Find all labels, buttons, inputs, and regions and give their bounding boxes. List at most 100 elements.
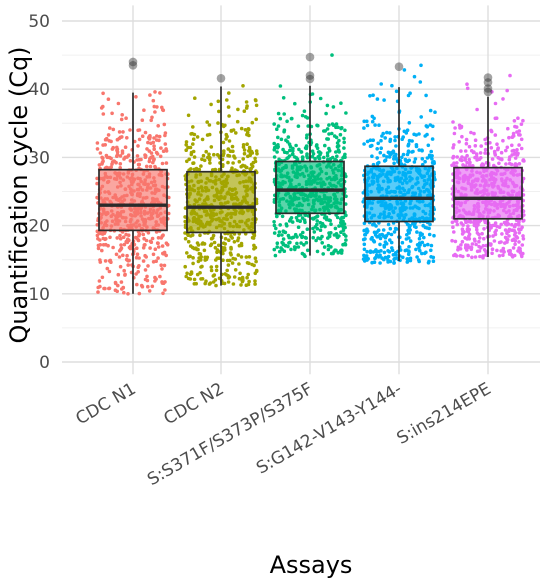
jitter-point bbox=[362, 228, 367, 233]
jitter-point bbox=[429, 243, 434, 248]
jitter-point bbox=[453, 126, 457, 130]
jitter-point bbox=[192, 167, 197, 172]
jitter-point bbox=[109, 260, 113, 265]
jitter-point bbox=[451, 225, 455, 229]
jitter-point bbox=[213, 245, 218, 250]
jitter-point bbox=[322, 129, 326, 133]
jitter-point bbox=[326, 243, 331, 248]
jitter-point bbox=[362, 253, 366, 258]
jitter-point bbox=[403, 248, 408, 253]
jitter-point bbox=[183, 219, 187, 224]
jitter-point bbox=[511, 246, 516, 250]
jitter-point bbox=[365, 139, 370, 144]
jitter-point bbox=[202, 242, 207, 246]
jitter-point bbox=[327, 132, 331, 136]
jitter-point bbox=[512, 253, 517, 258]
jitter-point bbox=[143, 130, 148, 135]
jitter-point bbox=[160, 244, 165, 248]
jitter-point bbox=[334, 150, 338, 154]
jitter-point bbox=[335, 215, 340, 220]
jitter-point bbox=[361, 237, 366, 242]
jitter-point bbox=[336, 148, 341, 152]
jitter-point bbox=[160, 108, 165, 112]
jitter-point bbox=[191, 137, 196, 141]
jitter-point bbox=[296, 124, 301, 128]
box bbox=[98, 168, 168, 232]
jitter-point bbox=[136, 128, 140, 133]
jitter-point bbox=[187, 157, 191, 162]
jitter-point bbox=[376, 141, 381, 146]
jitter-point bbox=[245, 261, 250, 265]
jitter-point bbox=[327, 233, 332, 238]
jitter-point bbox=[371, 222, 376, 227]
jitter-point bbox=[501, 253, 505, 257]
y-tick-label: 10 bbox=[28, 285, 50, 305]
jitter-point bbox=[322, 245, 327, 249]
jitter-point bbox=[482, 236, 486, 241]
outlier-point bbox=[483, 87, 493, 97]
jitter-point bbox=[115, 145, 119, 150]
jitter-point bbox=[375, 147, 380, 151]
jitter-point bbox=[419, 63, 423, 68]
jitter-point bbox=[507, 234, 511, 238]
jitter-point bbox=[386, 254, 391, 259]
jitter-point bbox=[422, 243, 427, 248]
jitter-point bbox=[510, 135, 515, 139]
jitter-point bbox=[186, 113, 191, 118]
jitter-point bbox=[226, 274, 230, 278]
jitter-point bbox=[226, 105, 231, 109]
jitter-point bbox=[521, 237, 526, 241]
jitter-point bbox=[152, 144, 156, 148]
jitter-point bbox=[189, 270, 194, 274]
jitter-point bbox=[378, 236, 383, 241]
jitter-point bbox=[504, 162, 508, 166]
jitter-point bbox=[417, 236, 422, 241]
jitter-point bbox=[227, 154, 232, 158]
jitter-point bbox=[336, 250, 341, 255]
jitter-point bbox=[146, 264, 150, 268]
jitter-point bbox=[507, 228, 512, 232]
jitter-point bbox=[128, 246, 133, 251]
jitter-point bbox=[521, 234, 525, 238]
jitter-point bbox=[196, 259, 201, 264]
jitter-point bbox=[408, 256, 413, 261]
jitter-point bbox=[333, 248, 337, 252]
jitter-point bbox=[407, 236, 411, 240]
jitter-point bbox=[422, 235, 426, 240]
jitter-point bbox=[105, 266, 110, 271]
jitter-point bbox=[464, 243, 468, 247]
jitter-point bbox=[304, 136, 309, 140]
y-tick-labels: 0 10 20 30 40 50 bbox=[28, 12, 50, 373]
jitter-point bbox=[325, 103, 330, 108]
box bbox=[453, 166, 523, 220]
jitter-point bbox=[155, 241, 160, 245]
jitter-point bbox=[392, 261, 396, 265]
jitter-point bbox=[366, 257, 371, 261]
jitter-point bbox=[459, 149, 463, 153]
jitter-point bbox=[148, 93, 152, 97]
jitter-point bbox=[315, 219, 320, 223]
jitter-point bbox=[233, 268, 238, 272]
jitter-point bbox=[342, 136, 346, 141]
jitter-point bbox=[517, 143, 521, 147]
jitter-point bbox=[161, 291, 165, 296]
jitter-point bbox=[460, 134, 464, 139]
outlier-point bbox=[305, 74, 315, 84]
jitter-point bbox=[412, 74, 417, 79]
jitter-point bbox=[164, 161, 169, 165]
jitter-point bbox=[203, 255, 207, 260]
jitter-point bbox=[211, 274, 216, 278]
jitter-point bbox=[161, 149, 166, 153]
jitter-point bbox=[241, 84, 245, 88]
jitter-point bbox=[149, 141, 153, 146]
jitter-point bbox=[330, 53, 334, 57]
jitter-point bbox=[407, 121, 412, 125]
jitter-point bbox=[102, 231, 107, 236]
jitter-point bbox=[512, 237, 516, 241]
jitter-point bbox=[296, 245, 301, 249]
y-tick-label: 50 bbox=[28, 12, 50, 32]
jitter-point bbox=[191, 125, 195, 129]
jitter-point bbox=[394, 89, 399, 94]
jitter-point bbox=[315, 249, 320, 254]
jitter-point bbox=[497, 254, 502, 258]
